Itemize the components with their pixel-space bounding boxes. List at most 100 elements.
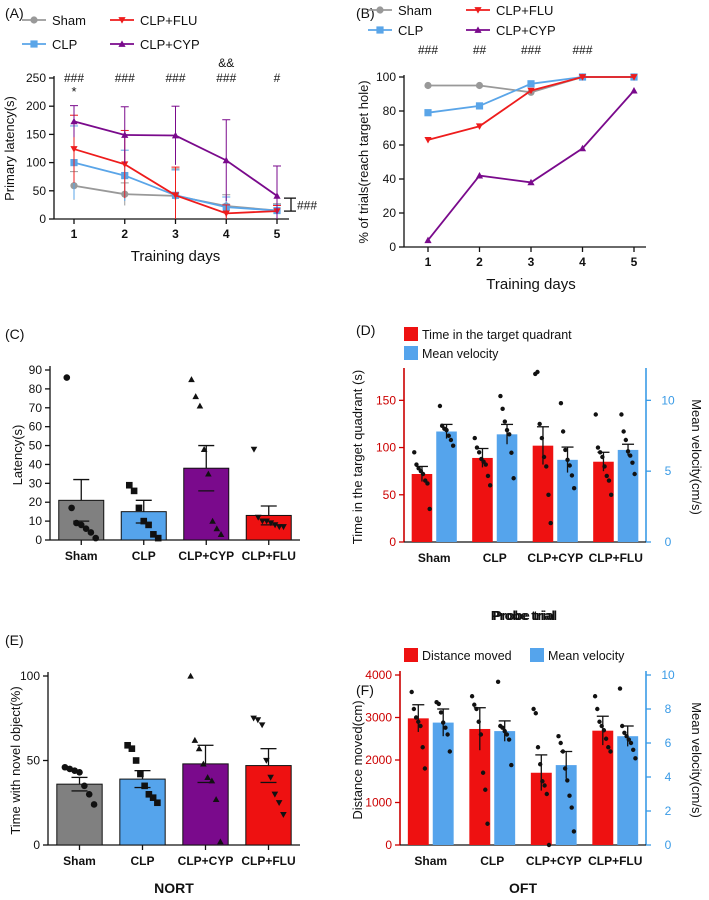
bar-Sham-left	[411, 474, 433, 542]
data-point	[196, 402, 204, 409]
right-y-axis-label: Mean velocity(cm/s)	[689, 702, 704, 818]
data-point	[191, 736, 199, 743]
data-point	[420, 471, 426, 477]
data-point	[217, 531, 225, 537]
data-point	[154, 799, 161, 807]
panel-label: (A)	[5, 5, 24, 21]
data-point	[275, 800, 283, 807]
x-tick-label: CLP	[132, 549, 156, 563]
bar-CLP+FLU-left	[593, 461, 614, 542]
data-point	[209, 517, 216, 524]
data-point	[560, 429, 566, 434]
y-axis-label: Time with novel object(%)	[8, 686, 23, 834]
data-point	[597, 719, 602, 724]
x-tick-label: CLP+FLU	[241, 854, 295, 868]
y-tick-label: 90	[29, 363, 43, 377]
x-tick-label: CLP+CYP	[527, 551, 583, 565]
bar-Sham-right	[436, 431, 457, 542]
data-point	[77, 521, 85, 529]
x-axis-label: Training days	[486, 276, 576, 293]
data-point	[425, 481, 430, 486]
data-point	[487, 483, 493, 488]
x-tick-label: 1	[71, 227, 78, 241]
series-line-CLP+CYP	[427, 90, 635, 241]
bar-CLP+FLU-left	[592, 730, 614, 845]
bar-Sham-left	[407, 718, 429, 845]
data-point	[188, 376, 195, 383]
significance-annotation: ###	[521, 43, 541, 57]
data-point	[472, 435, 477, 441]
data-point	[498, 393, 503, 399]
data-point	[446, 433, 451, 438]
data-point	[418, 723, 423, 729]
bar-CLP+FLU-right	[617, 449, 639, 542]
y-tick-label: 250	[26, 71, 46, 85]
data-point	[68, 504, 75, 512]
data-point	[195, 745, 203, 752]
data-point	[569, 473, 575, 478]
data-point	[137, 770, 144, 778]
data-point	[632, 471, 637, 477]
bar-CLP+FLU-right	[617, 736, 639, 845]
data-point	[531, 706, 536, 712]
data-point	[476, 719, 481, 724]
data-point	[571, 829, 577, 834]
data-point	[597, 450, 603, 455]
data-point	[540, 779, 545, 784]
data-point	[485, 821, 490, 826]
data-point	[469, 694, 475, 699]
data-point-CLP+FLU	[222, 210, 230, 217]
y-tick-label: 80	[29, 382, 43, 396]
x-tick-label: CLP+FLU	[588, 854, 642, 868]
right-y-tick-label: 10	[661, 668, 675, 682]
y-tick-label: 150	[26, 127, 46, 141]
data-point	[562, 766, 568, 771]
data-point-CLP+CYP	[222, 156, 230, 164]
legend-label: Sham	[52, 13, 86, 28]
data-point	[600, 454, 605, 460]
data-point-CLP+CYP	[273, 192, 281, 199]
bar-Sham	[58, 499, 105, 541]
data-point	[546, 842, 552, 848]
legend-marker	[376, 6, 384, 14]
data-point	[130, 487, 138, 495]
data-point	[275, 524, 283, 531]
x-tick-label: Sham	[63, 854, 96, 868]
x-tick-label: 1	[425, 255, 432, 269]
x-tick-label: Sham	[418, 551, 451, 565]
x-axis-label: Training days	[131, 248, 221, 265]
data-point	[567, 793, 572, 798]
data-point-Sham	[424, 81, 432, 90]
y-tick-label: 0	[33, 838, 40, 852]
data-point	[254, 717, 262, 724]
legend-label: Distance moved	[422, 649, 512, 663]
legend-label: CLP+CYP	[496, 23, 556, 38]
data-point	[267, 520, 275, 527]
data-point	[621, 429, 626, 434]
significance-annotation: ###	[216, 71, 236, 85]
left-y-tick-label: 3000	[365, 711, 392, 725]
data-point	[483, 787, 488, 792]
legend-marker	[474, 7, 482, 14]
data-point	[448, 437, 454, 443]
data-point	[447, 749, 453, 754]
legend-swatch	[404, 648, 418, 662]
data-point	[569, 805, 574, 810]
data-point	[509, 762, 514, 768]
data-point	[200, 446, 208, 452]
data-point	[259, 518, 266, 525]
data-point	[420, 745, 425, 750]
data-point	[622, 730, 627, 735]
data-point	[135, 504, 143, 512]
left-y-tick-label: 150	[376, 393, 396, 407]
data-point	[200, 760, 207, 767]
data-point	[506, 737, 512, 742]
bar-CLP+CYP-right	[557, 459, 578, 542]
data-point	[628, 453, 633, 458]
x-tick-label: 2	[121, 227, 128, 241]
data-point	[565, 778, 570, 783]
data-point	[416, 719, 421, 724]
left-y-tick-label: 100	[376, 441, 396, 455]
bar-CLP+CYP-right	[555, 765, 577, 845]
data-point	[535, 369, 540, 375]
